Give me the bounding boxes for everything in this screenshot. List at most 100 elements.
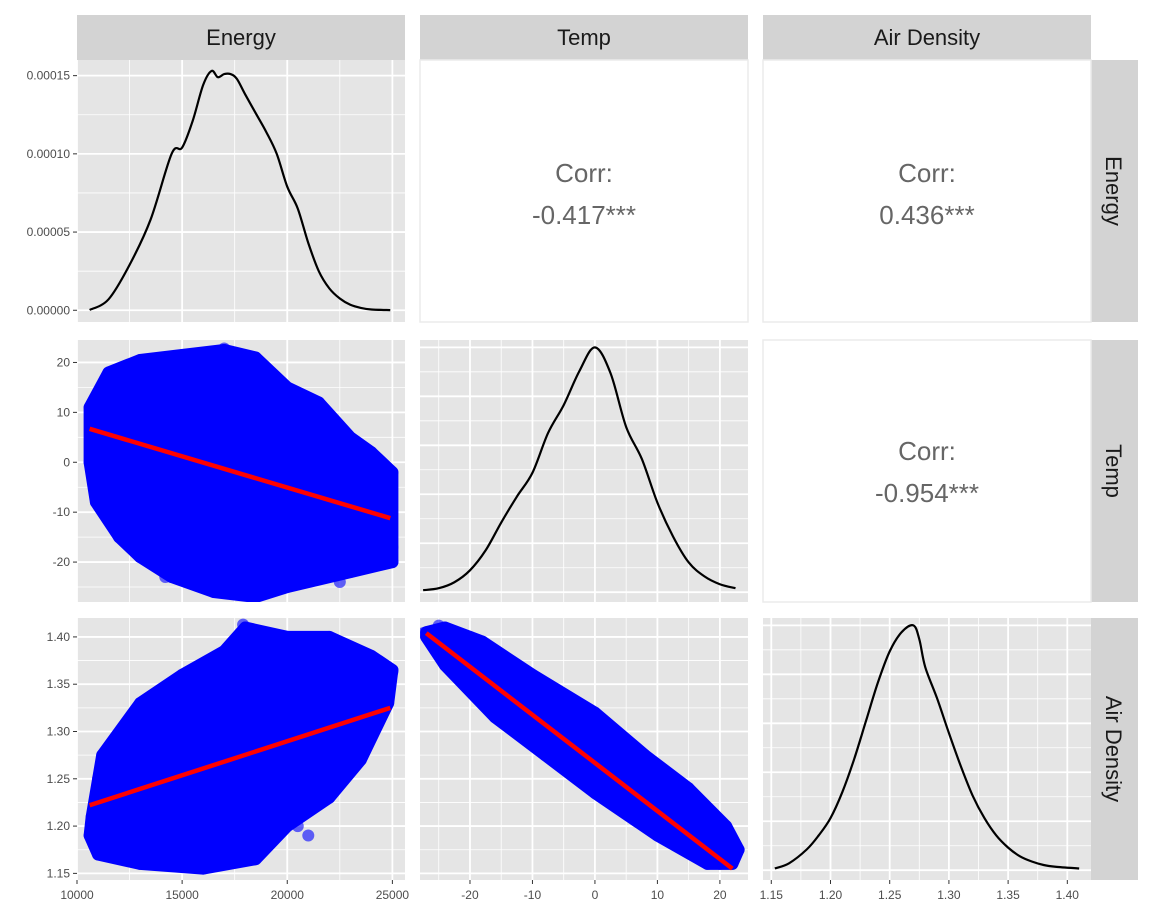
data-point (245, 623, 258, 636)
data-point (159, 571, 172, 584)
data-point (488, 711, 501, 724)
data-point (249, 853, 262, 866)
data-point (438, 626, 451, 639)
scatter-panel-temp-air-density (420, 618, 748, 880)
x-tick-label: 1.40 (1056, 888, 1080, 902)
data-point (249, 351, 262, 364)
y-tick-label: 0.00005 (27, 225, 71, 239)
corr-label: Corr: (555, 158, 613, 188)
panel-background (77, 60, 405, 322)
density-curve (89, 69, 391, 312)
row-strip-energy (1091, 60, 1138, 322)
x-tick-label: 15000 (165, 888, 199, 902)
data-point (281, 630, 294, 643)
x-tick-label: 20 (713, 888, 727, 902)
corr-panel-energy-air-density (762, 59, 1092, 323)
x-tick-label: 1.25 (878, 888, 902, 902)
x-tick-label: 1.35 (996, 888, 1020, 902)
data-point (281, 581, 294, 594)
data-point (323, 791, 336, 804)
data-point (638, 749, 651, 762)
y-tick-label: -10 (53, 505, 71, 519)
data-point (312, 396, 325, 409)
gridlines (420, 340, 748, 602)
corr-label: Corr: (898, 436, 956, 466)
gridlines (763, 618, 1091, 880)
data-point (85, 810, 98, 823)
data-point (588, 786, 601, 799)
data-point (96, 749, 109, 762)
x-tick-label: -10 (524, 888, 542, 902)
point-cloud (420, 619, 745, 870)
column-strip-energy (77, 15, 405, 60)
y-tick-label: 0.00000 (27, 303, 71, 317)
corr-panel-energy-temp (419, 59, 749, 323)
data-point (463, 630, 476, 643)
corr-value: -0.417*** (532, 200, 636, 230)
data-point (538, 749, 551, 762)
data-point (382, 551, 395, 564)
data-point (134, 697, 147, 710)
data-point (102, 366, 115, 379)
data-point (85, 820, 98, 833)
data-point (134, 551, 147, 564)
x-tick-label: 25000 (376, 888, 410, 902)
data-point (588, 706, 601, 719)
x-tick-label: 10000 (60, 888, 94, 902)
data-point (92, 772, 105, 785)
data-point (291, 820, 304, 833)
data-point (176, 348, 189, 361)
density-panel-temp (420, 340, 748, 602)
data-point (245, 591, 258, 602)
data-point (354, 753, 367, 766)
corr-value: 0.436*** (879, 200, 974, 230)
column-strip-air-density (763, 15, 1091, 60)
column-label-temp: Temp (557, 25, 611, 50)
density-curve (422, 346, 736, 592)
row-strip-temp (1091, 340, 1138, 602)
data-point (729, 843, 742, 856)
scatter-panel-energy-temp (76, 340, 405, 602)
row-label-energy: Energy (1101, 156, 1126, 226)
y-tick-label: -20 (53, 555, 71, 569)
data-point (218, 342, 231, 355)
data-point (701, 857, 714, 870)
data-point (651, 829, 664, 842)
y-tick-label: 0 (63, 455, 70, 469)
corr-value: -0.954*** (875, 478, 979, 508)
x-tick-label: -20 (461, 888, 479, 902)
x-tick-label: 10 (651, 888, 665, 902)
data-point (526, 668, 539, 681)
data-point (92, 848, 105, 861)
data-point (281, 381, 294, 394)
data-point (365, 649, 378, 662)
y-tick-label: 1.20 (47, 819, 71, 833)
data-point (333, 576, 346, 589)
data-point (281, 820, 294, 833)
regression-line (88, 705, 391, 808)
density-curve (774, 624, 1080, 870)
x-tick-label: 20000 (271, 888, 305, 902)
x-tick-label: 1.15 (760, 888, 784, 902)
panel-background (420, 340, 748, 602)
column-label-energy: Energy (206, 25, 276, 50)
point-cloud-mass (420, 621, 745, 870)
point-cloud (83, 618, 399, 875)
data-point (344, 566, 357, 579)
data-point (386, 466, 399, 479)
data-point (83, 456, 96, 469)
data-point (197, 857, 210, 870)
data-point (382, 697, 395, 710)
data-point (207, 586, 220, 599)
scatter-panel-energy-air-density (76, 618, 405, 880)
x-tick-label: 1.30 (937, 888, 961, 902)
density-panel-air-density (763, 618, 1091, 880)
density-panel-energy (76, 60, 405, 322)
regression-line (88, 426, 391, 521)
y-tick-label: 0.00015 (27, 69, 71, 83)
data-point (302, 829, 315, 842)
y-tick-label: 1.40 (47, 630, 71, 644)
x-tick-label: 0 (592, 888, 599, 902)
data-point (323, 630, 336, 643)
